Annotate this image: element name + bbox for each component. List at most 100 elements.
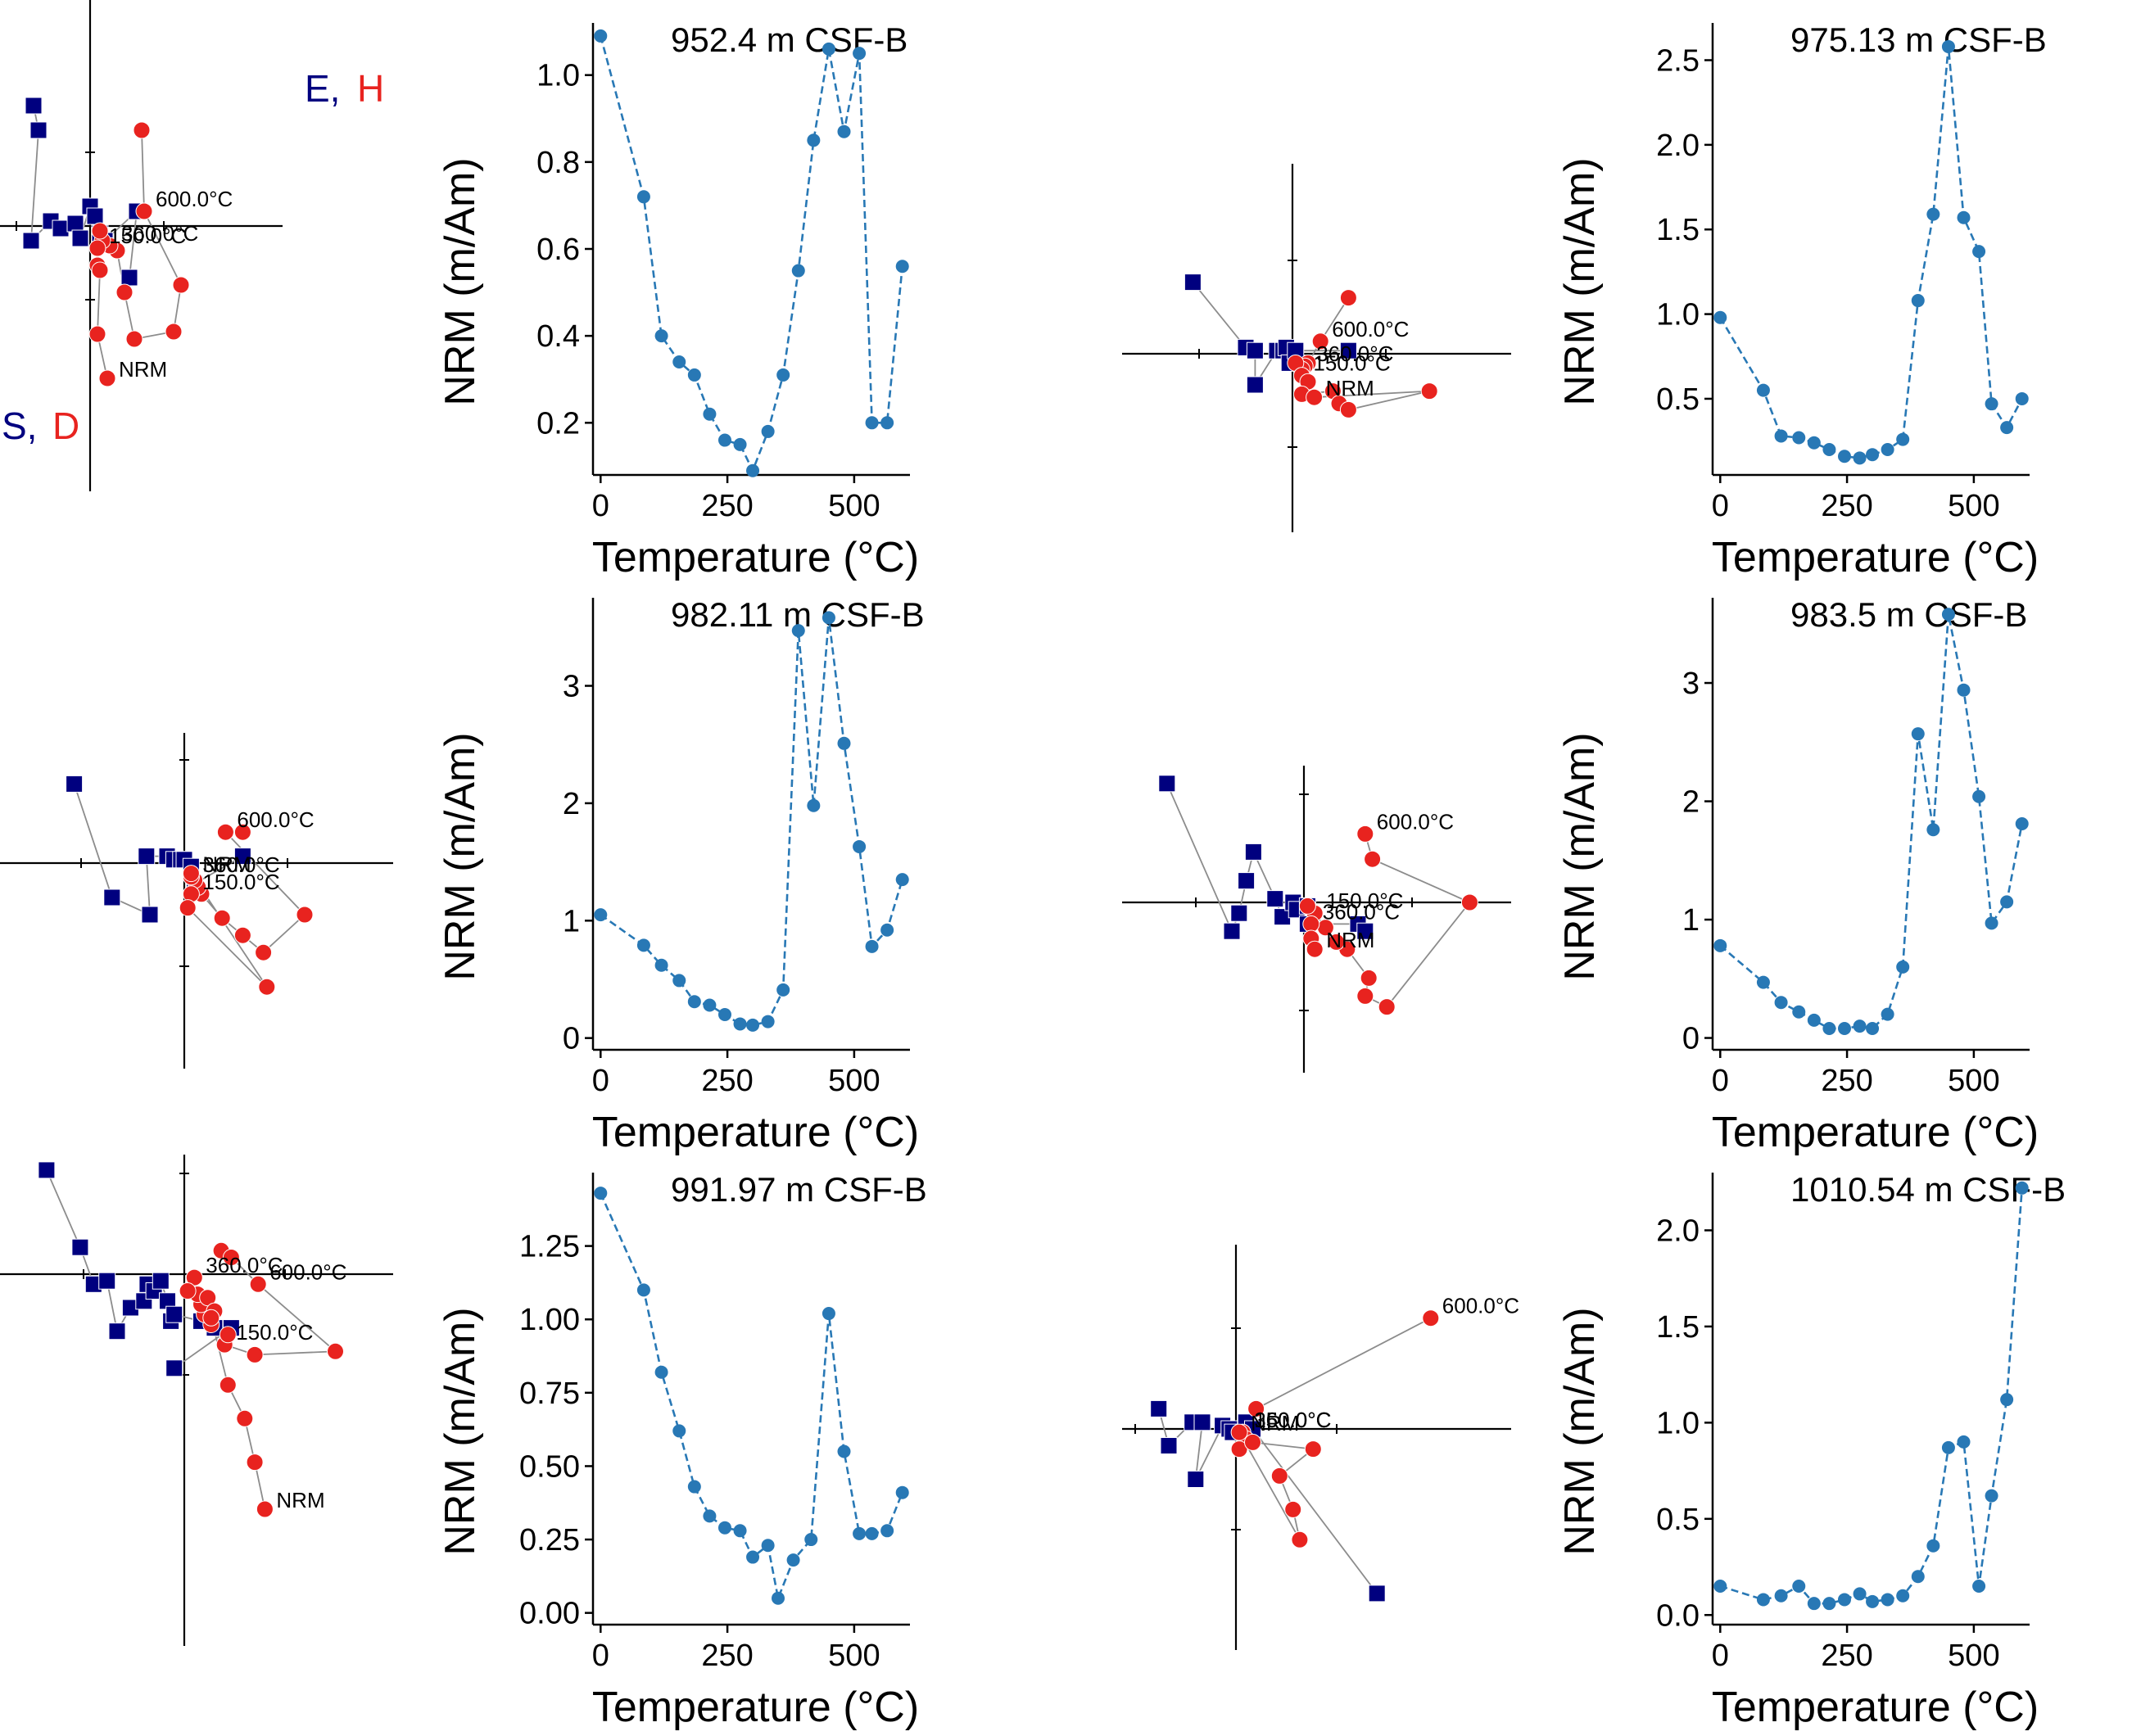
zij-vertical-point [1230, 1423, 1248, 1441]
zij-horizontal-path [1157, 1408, 1378, 1594]
zij-horizontal-point [1238, 872, 1256, 890]
zij-temp-label: 360.0°C [202, 852, 279, 877]
data-point [804, 1533, 818, 1547]
zij-vertical-point [1420, 382, 1438, 400]
data-point [1896, 432, 1910, 446]
data-point [880, 416, 894, 430]
data-point [2000, 421, 2014, 435]
zij-vertical-point [219, 1376, 237, 1394]
data-point [1972, 789, 1986, 803]
zij-horizontal-point [165, 1305, 183, 1323]
zij-vertical-point [246, 1345, 264, 1363]
zij-axis-label-s: S, [2, 405, 37, 447]
y-tick-label: 0 [1682, 1022, 1700, 1056]
series-line [1719, 1187, 2023, 1605]
data-point [1853, 1019, 1867, 1033]
zij-vertical-point [1311, 332, 1329, 350]
zij-vertical-point [1378, 998, 1396, 1016]
data-point [853, 1526, 867, 1540]
zij-vertical-point [1298, 897, 1316, 915]
data-point [1896, 960, 1910, 974]
y-axis-label: NRM (m/Am) [1556, 1307, 1604, 1555]
data-point [733, 1017, 747, 1031]
data-point [1957, 210, 1971, 224]
zij-vertical-point [135, 202, 153, 220]
data-point [1941, 1440, 1955, 1454]
data-point [733, 1524, 747, 1538]
data-point [895, 1485, 909, 1499]
x-tick-label: 500 [828, 489, 880, 523]
data-point [895, 873, 909, 887]
data-point [761, 1539, 775, 1553]
data-point [1713, 938, 1727, 952]
y-axis-label: NRM (m/Am) [1556, 732, 1604, 980]
zij-vertical-point [1356, 825, 1374, 843]
zij-vertical-point [1302, 915, 1320, 933]
data-point [687, 368, 701, 382]
data-point [1911, 1570, 1925, 1584]
zij-vertical-point [1270, 1467, 1288, 1485]
y-tick-label: 0.0 [1656, 1598, 1700, 1633]
data-point [895, 260, 909, 274]
zij-horizontal-point [1160, 1437, 1178, 1454]
x-tick-label: 250 [701, 489, 753, 523]
zij-temp-label: 150.0°C [1326, 888, 1403, 913]
data-point [1881, 1593, 1894, 1607]
zij-vertical-point [182, 865, 200, 883]
zij-horizontal-point [22, 232, 40, 250]
zij-horizontal-point [103, 888, 121, 906]
zij-vertical-point [213, 909, 231, 927]
data-point [1926, 823, 1940, 837]
x-tick-label: 500 [828, 1064, 880, 1098]
y-tick-label: 1 [563, 904, 580, 938]
y-tick-label: 0.25 [519, 1523, 580, 1557]
demag-chart: 0.5 1.0 1.5 2.0 2.5 0 250 500 Temperature (°C) NR… [1556, 20, 2047, 581]
data-point [746, 463, 760, 477]
zij-temp-label: 600.0°C [237, 807, 314, 832]
y-tick-label: 0 [563, 1022, 580, 1056]
x-tick-label: 250 [1821, 489, 1872, 523]
zij-temp-label: 600.0°C [1442, 1294, 1519, 1318]
data-point [1881, 1007, 1894, 1021]
zij-horizontal-point [1266, 890, 1284, 908]
chart-title: 952.4 m CSF-B [671, 20, 908, 59]
data-point [1866, 1594, 1880, 1608]
y-axis-label: NRM (m/Am) [437, 732, 484, 980]
data-point [717, 433, 731, 447]
y-tick-label: 0.6 [536, 233, 580, 267]
data-point [1756, 1593, 1770, 1607]
zij-nrm-label: NRM [1251, 1411, 1299, 1435]
data-point [822, 42, 835, 56]
data-point [717, 1007, 731, 1021]
chart-title: 983.5 m CSF-B [1790, 595, 2027, 634]
data-point [654, 1365, 668, 1379]
x-tick-label: 0 [592, 1064, 609, 1098]
data-point [791, 264, 805, 278]
x-tick-label: 0 [1712, 1639, 1729, 1673]
data-point [746, 1018, 760, 1032]
zij-temp-label: 600.0°C [156, 187, 233, 211]
zij-temp-label: 360.0°C [1323, 899, 1400, 924]
data-point [1807, 1597, 1821, 1611]
data-point [2000, 895, 2014, 909]
zij-horizontal-point [1230, 904, 1248, 922]
zij-vertical-point [236, 1409, 254, 1427]
y-tick-label: 1 [1682, 903, 1700, 938]
data-point [807, 133, 821, 147]
data-point [1972, 245, 1986, 259]
zij-horizontal-point [1274, 908, 1292, 926]
zij-horizontal-point [1356, 922, 1374, 940]
data-point [1774, 429, 1788, 443]
data-point [1941, 39, 1955, 53]
data-point [1837, 1021, 1851, 1035]
zij-vertical-point [1364, 850, 1382, 868]
x-tick-label: 0 [1712, 489, 1729, 523]
y-tick-label: 1.5 [1656, 1310, 1700, 1345]
data-point [594, 29, 608, 43]
x-tick-label: 250 [1821, 1064, 1872, 1098]
x-tick-label: 0 [1712, 1064, 1729, 1098]
x-tick-label: 500 [1948, 489, 1999, 523]
zij-vertical-point [88, 239, 106, 257]
